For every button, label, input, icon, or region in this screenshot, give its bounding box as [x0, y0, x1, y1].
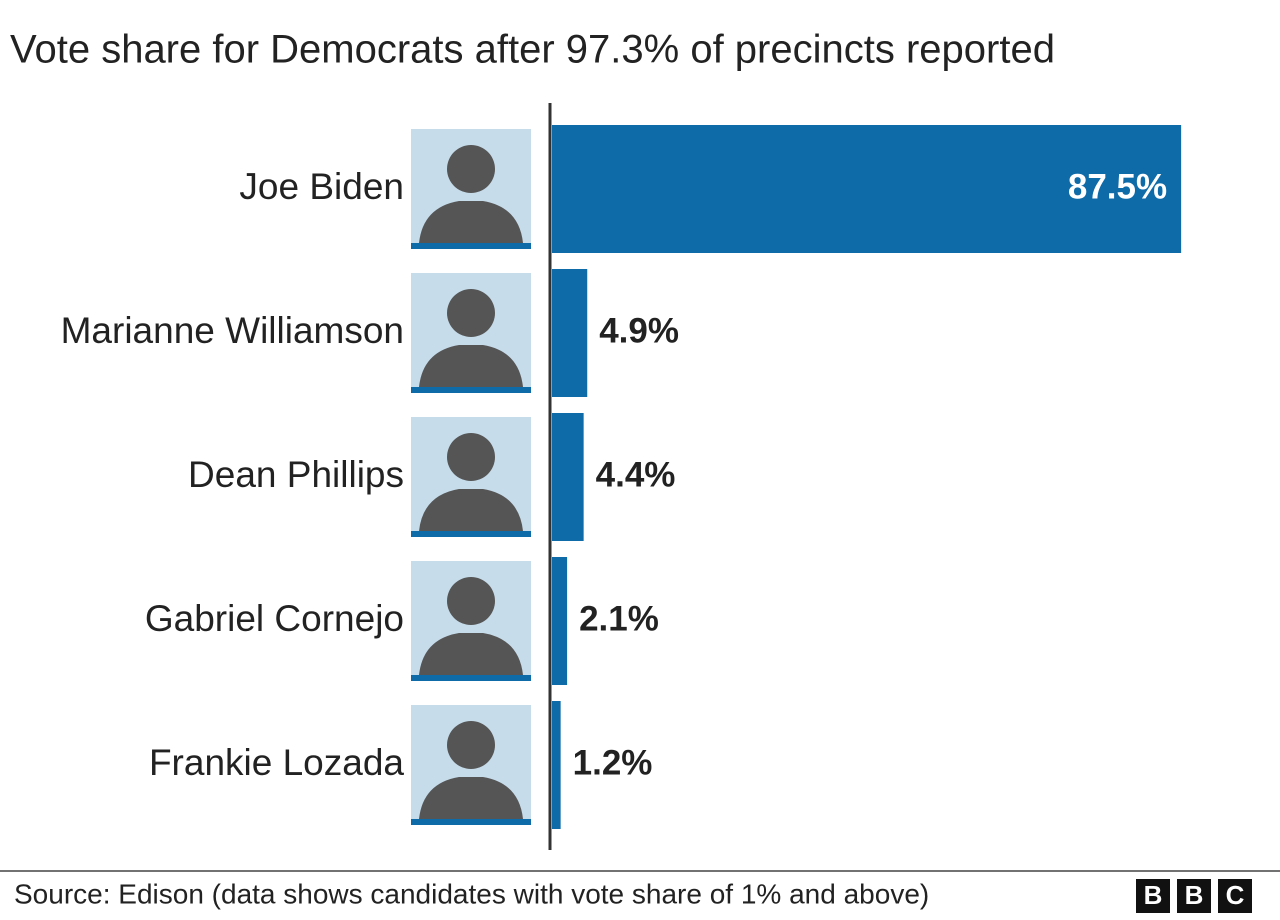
- photo-body: [419, 201, 523, 243]
- bar: [552, 557, 568, 685]
- bar: [552, 125, 1182, 253]
- photo-head: [447, 433, 495, 481]
- photo-strip: [411, 243, 531, 249]
- photos: [411, 129, 531, 825]
- category-label: Marianne Williamson: [61, 310, 404, 351]
- photo-body: [419, 489, 523, 531]
- bar: [552, 701, 561, 829]
- logo-box: [1177, 879, 1211, 913]
- photo-strip: [411, 387, 531, 393]
- photo-head: [447, 289, 495, 337]
- category-label: Joe Biden: [239, 166, 404, 207]
- photo: [411, 417, 531, 537]
- logo-letter: C: [1226, 880, 1245, 910]
- bar: [552, 413, 584, 541]
- photo: [411, 129, 531, 249]
- logo-box: [1218, 879, 1252, 913]
- photo: [411, 705, 531, 825]
- photo-head: [447, 577, 495, 625]
- source: Source: Edison (data shows candidates wi…: [14, 878, 929, 909]
- photo-strip: [411, 531, 531, 537]
- photo-body: [419, 345, 523, 387]
- logo-box: [1136, 879, 1170, 913]
- value-label: 2.1%: [579, 599, 659, 638]
- photo-strip: [411, 675, 531, 681]
- photo-body: [419, 633, 523, 675]
- value-label: 87.5%: [1068, 167, 1167, 206]
- photo-head: [447, 721, 495, 769]
- value-label: 1.2%: [573, 743, 653, 782]
- bar: [552, 269, 588, 397]
- logo-letter: B: [1144, 880, 1163, 910]
- category-label: Gabriel Cornejo: [145, 598, 404, 639]
- photo-body: [419, 777, 523, 819]
- category-label: Dean Phillips: [188, 454, 404, 495]
- photo: [411, 273, 531, 393]
- logo-letter: B: [1185, 880, 1204, 910]
- photo-head: [447, 145, 495, 193]
- category-label: Frankie Lozada: [149, 742, 404, 783]
- value-label: 4.9%: [599, 311, 679, 350]
- value-label: 4.4%: [596, 455, 676, 494]
- photo-strip: [411, 819, 531, 825]
- photo: [411, 561, 531, 681]
- chart-title: Vote share for Democrats after 97.3% of …: [10, 28, 1055, 72]
